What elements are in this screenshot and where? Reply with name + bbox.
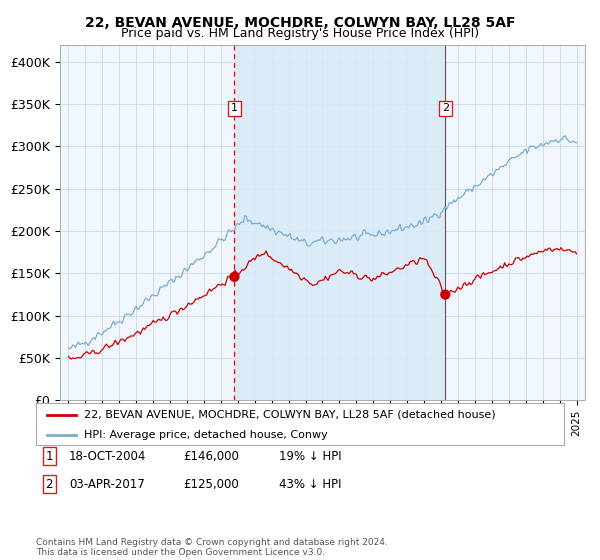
Text: Price paid vs. HM Land Registry's House Price Index (HPI): Price paid vs. HM Land Registry's House … [121, 27, 479, 40]
Text: £146,000: £146,000 [183, 450, 239, 463]
Text: 03-APR-2017: 03-APR-2017 [69, 478, 145, 491]
Text: 22, BEVAN AVENUE, MOCHDRE, COLWYN BAY, LL28 5AF: 22, BEVAN AVENUE, MOCHDRE, COLWYN BAY, L… [85, 16, 515, 30]
Text: 2: 2 [46, 478, 53, 491]
Text: Contains HM Land Registry data © Crown copyright and database right 2024.
This d: Contains HM Land Registry data © Crown c… [36, 538, 388, 557]
Text: 2: 2 [442, 103, 449, 113]
Text: 1: 1 [46, 450, 53, 463]
Text: 18-OCT-2004: 18-OCT-2004 [69, 450, 146, 463]
Point [230, 272, 239, 281]
Text: HPI: Average price, detached house, Conwy: HPI: Average price, detached house, Conw… [83, 430, 327, 440]
Text: 1: 1 [231, 103, 238, 113]
Text: 43% ↓ HPI: 43% ↓ HPI [279, 478, 341, 491]
Text: 19% ↓ HPI: 19% ↓ HPI [279, 450, 341, 463]
Bar [235, 45, 445, 400]
Point [440, 290, 450, 299]
Text: £125,000: £125,000 [183, 478, 239, 491]
Text: 22, BEVAN AVENUE, MOCHDRE, COLWYN BAY, LL28 5AF (detached house): 22, BEVAN AVENUE, MOCHDRE, COLWYN BAY, L… [83, 409, 495, 419]
